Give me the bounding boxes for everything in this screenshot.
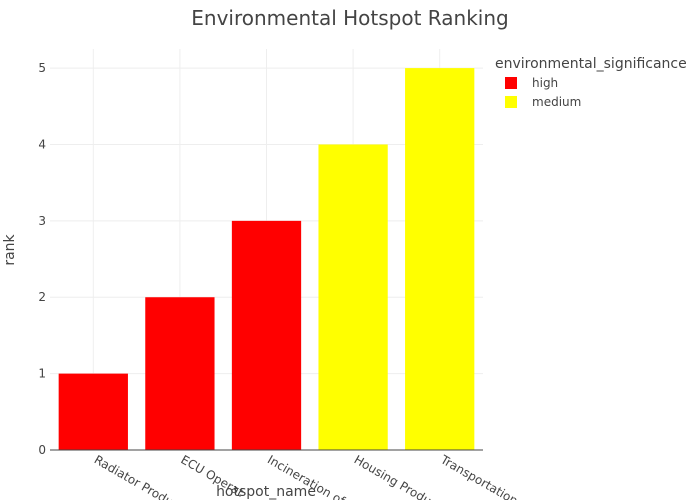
x-axis-title: hotspot_name	[216, 484, 316, 500]
y-tick-label: 0	[38, 443, 46, 457]
legend-label[interactable]: high	[532, 76, 558, 90]
bar[interactable]	[145, 297, 215, 450]
x-tick-label: Radiator Produ	[92, 452, 176, 500]
legend-swatch[interactable]	[505, 77, 517, 89]
y-tick-label: 5	[38, 61, 46, 75]
legend: environmental_significance high medium	[495, 56, 687, 109]
bar[interactable]	[318, 144, 388, 450]
bar[interactable]	[58, 373, 128, 450]
bar[interactable]	[231, 220, 302, 450]
y-tick-label: 3	[38, 214, 46, 228]
bars	[58, 68, 475, 450]
legend-items: high medium	[505, 76, 581, 109]
legend-label[interactable]: medium	[532, 95, 581, 109]
x-tick-label: Housing Produ	[352, 452, 434, 500]
y-tick-label: 1	[38, 367, 46, 381]
y-axis-title: rank	[2, 233, 18, 265]
legend-title: environmental_significance	[495, 56, 687, 72]
y-tick-label: 4	[38, 137, 46, 151]
y-tick-label: 2	[38, 290, 46, 304]
x-tick-label: Transportation	[437, 452, 520, 500]
chart-title: Environmental Hotspot Ranking	[191, 6, 508, 30]
bar[interactable]	[405, 68, 475, 450]
legend-swatch[interactable]	[505, 96, 517, 108]
